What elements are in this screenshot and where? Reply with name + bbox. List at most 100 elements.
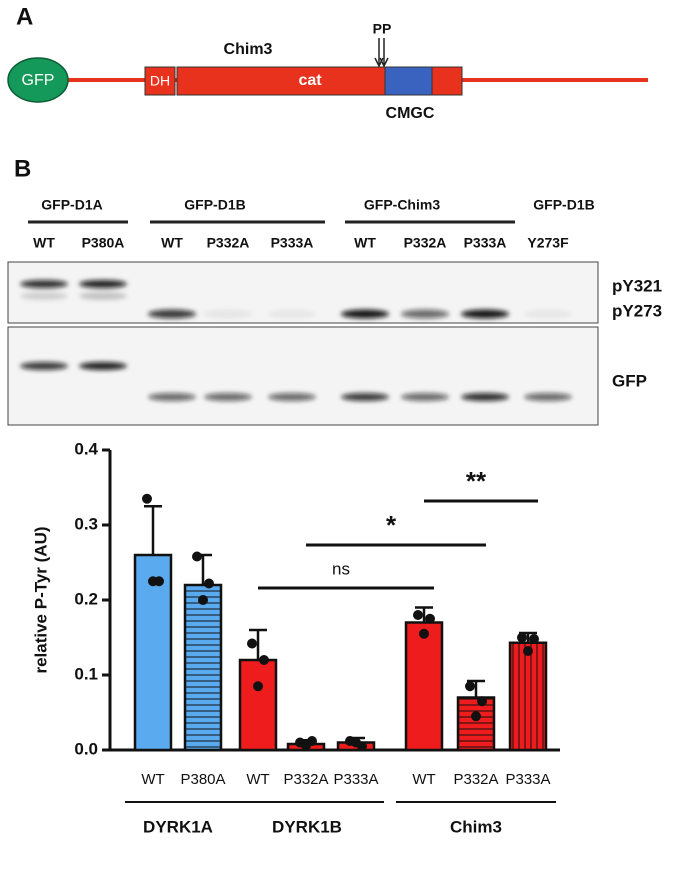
group-label: Chim3 bbox=[450, 817, 502, 836]
data-point bbox=[259, 655, 269, 665]
y-tick-label: 0.1 bbox=[74, 664, 98, 683]
band bbox=[79, 292, 127, 300]
data-point bbox=[192, 551, 202, 562]
band bbox=[401, 309, 449, 319]
motif-arrows bbox=[374, 38, 389, 68]
data-point bbox=[413, 610, 423, 620]
dh-domain bbox=[144, 66, 176, 96]
lane-labels: WT P380A WT P332A P333A WT P332A P333A Y273F bbox=[33, 235, 569, 251]
insert-label: CMGC bbox=[386, 105, 435, 122]
x-tick-label: P332A bbox=[283, 771, 328, 788]
bar bbox=[238, 658, 278, 752]
construct-label: Chim3 bbox=[224, 41, 273, 58]
x-tick-label: P333A bbox=[333, 771, 378, 788]
band bbox=[461, 309, 509, 319]
blot-groups: GFP-D1A GFP-D1B GFP-Chim3 GFP-D1B bbox=[28, 197, 595, 224]
data-point bbox=[148, 576, 158, 587]
group-label: DYRK1B bbox=[272, 817, 342, 836]
x-tick-label: WT bbox=[141, 771, 164, 788]
band bbox=[204, 393, 252, 401]
cat-domain bbox=[176, 66, 386, 96]
group-label: GFP-D1B bbox=[184, 197, 245, 213]
band bbox=[20, 292, 68, 300]
lane-label: Y273F bbox=[527, 235, 569, 251]
lane-label: P333A bbox=[271, 235, 314, 251]
bar bbox=[133, 553, 173, 752]
data-point bbox=[465, 681, 475, 692]
data-point bbox=[301, 740, 311, 751]
band bbox=[524, 309, 572, 319]
lane-label: P332A bbox=[207, 235, 250, 251]
band bbox=[401, 393, 449, 401]
band bbox=[204, 309, 252, 319]
band bbox=[341, 393, 389, 401]
group-label: DYRK1A bbox=[143, 817, 213, 836]
band-label: pY321 bbox=[612, 276, 662, 295]
x-tick-label: WT bbox=[412, 771, 435, 788]
band bbox=[341, 309, 389, 319]
lane-label: WT bbox=[354, 235, 376, 251]
band bbox=[20, 362, 68, 370]
gfp-domain bbox=[7, 57, 69, 103]
lane-label: P333A bbox=[464, 235, 507, 251]
bar bbox=[456, 696, 496, 752]
panel-label: A bbox=[16, 3, 33, 30]
dh-label: DH bbox=[150, 73, 170, 89]
significance-label: ns bbox=[332, 559, 350, 578]
data-point bbox=[523, 646, 533, 656]
x-tick-label: P333A bbox=[505, 771, 550, 788]
band bbox=[268, 393, 316, 401]
lane-label: WT bbox=[161, 235, 183, 251]
y-tick-label: 0.3 bbox=[74, 514, 98, 533]
group-label: GFP-Chim3 bbox=[364, 197, 440, 213]
band bbox=[148, 393, 196, 401]
data-point bbox=[351, 737, 361, 748]
bar bbox=[183, 583, 223, 752]
data-point bbox=[477, 696, 487, 707]
band bbox=[148, 309, 196, 319]
band bbox=[20, 280, 68, 288]
panel-label: B bbox=[14, 155, 31, 182]
cmgc-insert bbox=[384, 66, 433, 96]
group-label: GFP-D1A bbox=[41, 197, 102, 213]
band-label: pY273 bbox=[612, 301, 662, 320]
lane-label: WT bbox=[33, 235, 55, 251]
y-tick-label: 0.2 bbox=[74, 589, 98, 608]
bar bbox=[404, 621, 444, 752]
bar-chart: 0.0 0.1 0.2 0.3 0.4 WT P380A WT P332A P333A WT P332… bbox=[74, 439, 560, 836]
lane-label: P380A bbox=[82, 235, 125, 251]
data-point bbox=[198, 595, 208, 605]
band bbox=[79, 280, 127, 288]
band bbox=[524, 393, 572, 401]
blot-gfp bbox=[7, 326, 599, 426]
band bbox=[268, 309, 316, 319]
y-axis-title: relative P-Tyr (AU) bbox=[31, 526, 50, 673]
x-tick-label: WT bbox=[246, 771, 269, 788]
data-point bbox=[517, 632, 527, 643]
lane-label: P332A bbox=[404, 235, 447, 251]
data-point bbox=[425, 613, 435, 624]
motif-label: PP bbox=[373, 21, 392, 37]
gfp-label: GFP bbox=[22, 72, 55, 89]
y-tick-label: 0.4 bbox=[74, 439, 98, 458]
band bbox=[461, 393, 509, 401]
data-point bbox=[253, 681, 263, 692]
band bbox=[79, 362, 127, 370]
data-point bbox=[419, 628, 429, 639]
band-label: GFP bbox=[612, 371, 647, 390]
data-point bbox=[471, 711, 481, 722]
data-point bbox=[247, 638, 257, 649]
x-tick-label: P332A bbox=[453, 771, 498, 788]
bar bbox=[508, 641, 548, 752]
cat-label: cat bbox=[298, 72, 322, 89]
x-tick-label: P380A bbox=[180, 771, 225, 788]
data-point bbox=[142, 493, 152, 504]
significance-label: ** bbox=[466, 466, 487, 496]
y-tick-label: 0.0 bbox=[74, 739, 98, 758]
group-label: GFP-D1B bbox=[533, 197, 594, 213]
data-point bbox=[204, 578, 214, 589]
cat-domain-end bbox=[431, 66, 463, 96]
significance-label: * bbox=[386, 510, 397, 540]
data-point bbox=[529, 634, 539, 644]
